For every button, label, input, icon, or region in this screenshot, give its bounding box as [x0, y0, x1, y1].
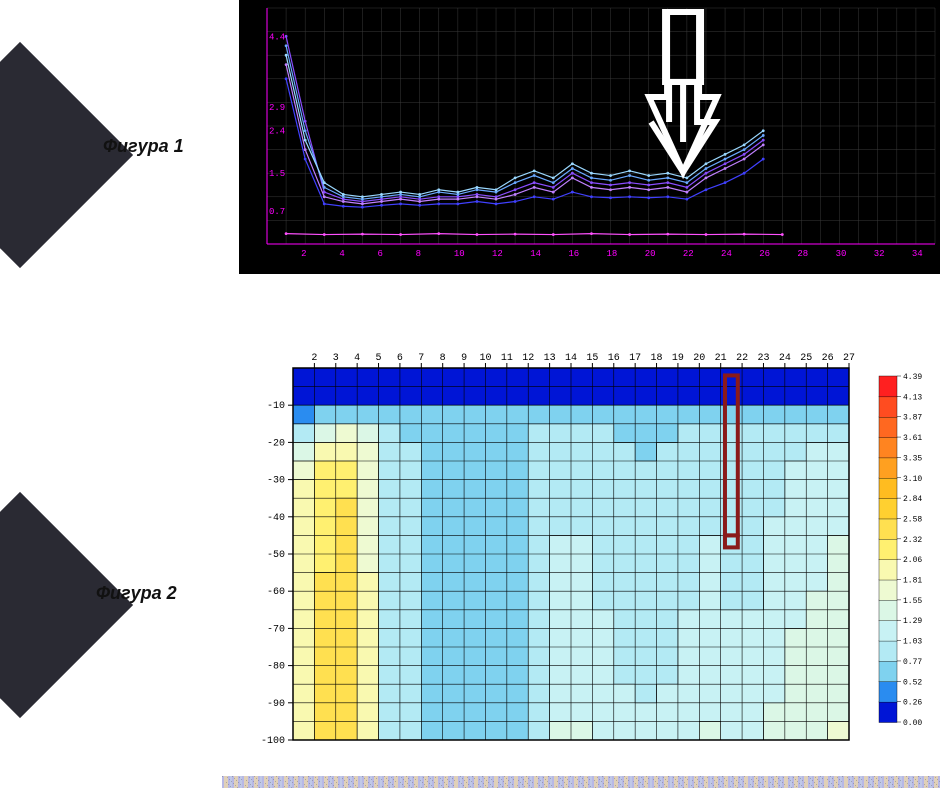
svg-text:16: 16: [608, 353, 620, 364]
svg-text:-70: -70: [267, 624, 285, 635]
svg-text:3.61: 3.61: [903, 434, 922, 443]
svg-text:10: 10: [454, 249, 465, 259]
svg-text:1.03: 1.03: [903, 638, 922, 647]
svg-text:-50: -50: [267, 550, 285, 561]
svg-text:24: 24: [721, 249, 732, 259]
svg-text:6: 6: [397, 353, 403, 364]
svg-text:2.06: 2.06: [903, 556, 922, 565]
svg-text:0.00: 0.00: [903, 719, 922, 728]
svg-text:-40: -40: [267, 513, 285, 524]
svg-text:30: 30: [836, 249, 847, 259]
svg-text:12: 12: [522, 353, 534, 364]
svg-text:5: 5: [376, 353, 382, 364]
svg-text:3: 3: [333, 353, 339, 364]
svg-text:21: 21: [715, 353, 727, 364]
svg-text:11: 11: [501, 353, 513, 364]
svg-text:3.87: 3.87: [903, 414, 922, 423]
svg-text:16: 16: [568, 249, 579, 259]
svg-text:0.77: 0.77: [903, 658, 922, 667]
svg-text:2.84: 2.84: [903, 495, 922, 504]
svg-text:34: 34: [912, 249, 923, 259]
svg-text:20: 20: [693, 353, 705, 364]
svg-text:-60: -60: [267, 587, 285, 598]
svg-text:15: 15: [586, 353, 598, 364]
svg-text:0.52: 0.52: [903, 678, 922, 687]
svg-text:1.29: 1.29: [903, 617, 922, 626]
svg-text:4.13: 4.13: [903, 393, 922, 402]
svg-text:10: 10: [479, 353, 491, 364]
svg-text:4.4: 4.4: [269, 32, 285, 42]
svg-text:2.32: 2.32: [903, 536, 922, 545]
svg-text:26: 26: [822, 353, 834, 364]
svg-text:23: 23: [757, 353, 769, 364]
svg-text:20: 20: [645, 249, 656, 259]
figure-1-line-chart: 0.71.52.42.94.42468101214161820222426283…: [239, 0, 940, 274]
svg-text:1.81: 1.81: [903, 577, 922, 586]
svg-text:22: 22: [736, 353, 748, 364]
svg-text:13: 13: [544, 353, 556, 364]
svg-text:18: 18: [607, 249, 618, 259]
svg-text:4.39: 4.39: [903, 373, 922, 382]
svg-text:0.7: 0.7: [269, 207, 285, 217]
svg-text:27: 27: [843, 353, 855, 364]
svg-text:2.4: 2.4: [269, 127, 285, 137]
noise-strip: [222, 776, 940, 788]
svg-text:25: 25: [800, 353, 812, 364]
svg-text:3.10: 3.10: [903, 475, 922, 484]
svg-text:22: 22: [683, 249, 694, 259]
svg-text:17: 17: [629, 353, 641, 364]
svg-text:12: 12: [492, 249, 503, 259]
figure-1-label: Фигура 1: [103, 136, 184, 157]
svg-text:8: 8: [440, 353, 446, 364]
figure-2-label: Фигура 2: [96, 583, 177, 604]
svg-text:2.9: 2.9: [269, 103, 285, 113]
svg-text:1.5: 1.5: [269, 169, 285, 179]
svg-text:32: 32: [874, 249, 885, 259]
svg-text:4: 4: [354, 353, 360, 364]
svg-text:19: 19: [672, 353, 684, 364]
svg-text:7: 7: [418, 353, 424, 364]
svg-text:-90: -90: [267, 699, 285, 710]
svg-text:8: 8: [416, 249, 421, 259]
svg-text:1.55: 1.55: [903, 597, 922, 606]
svg-text:6: 6: [378, 249, 383, 259]
svg-text:3.35: 3.35: [903, 454, 922, 463]
section-marker-2: [0, 492, 133, 718]
svg-text:2: 2: [301, 249, 306, 259]
svg-text:-100: -100: [261, 736, 285, 747]
svg-text:26: 26: [759, 249, 770, 259]
svg-text:-10: -10: [267, 401, 285, 412]
svg-text:2: 2: [311, 353, 317, 364]
svg-text:28: 28: [797, 249, 808, 259]
svg-text:-80: -80: [267, 662, 285, 673]
svg-text:4: 4: [339, 249, 344, 259]
svg-text:-30: -30: [267, 476, 285, 487]
svg-text:24: 24: [779, 353, 791, 364]
svg-text:0.26: 0.26: [903, 699, 922, 708]
svg-text:14: 14: [530, 249, 541, 259]
figure-2-heatmap: 2345678910111213141516171819202122232425…: [239, 340, 939, 760]
svg-text:14: 14: [565, 353, 577, 364]
svg-text:2.58: 2.58: [903, 515, 922, 524]
svg-text:9: 9: [461, 353, 467, 364]
svg-text:18: 18: [651, 353, 663, 364]
svg-text:-20: -20: [267, 438, 285, 449]
